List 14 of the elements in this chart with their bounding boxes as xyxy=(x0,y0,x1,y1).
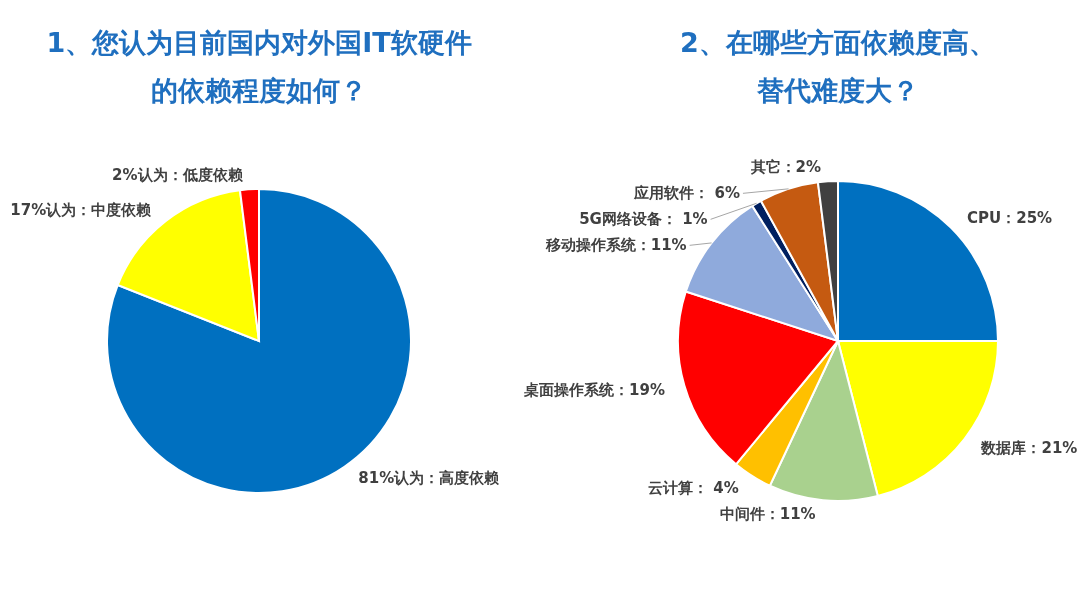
chart-title: 1、您认为目前国内对外国IT软硬件的依赖程度如何？ xyxy=(46,27,472,106)
slice-label: 其它：2% xyxy=(749,158,822,177)
slice-label: 17%认为：中度依赖 xyxy=(10,200,152,219)
slice-label: 2%认为：低度依赖 xyxy=(112,166,243,185)
slice-label: 中间件：11% xyxy=(719,505,816,524)
slice-label: CPU：25% xyxy=(967,208,1053,227)
slice-label: 应用软件： 6% xyxy=(633,184,740,203)
slice-label: 81%认为：高度依赖 xyxy=(358,469,500,488)
chart-title: 2、在哪些方面依赖度高、替代难度大？ xyxy=(680,27,996,106)
slice-label: 云计算： 4% xyxy=(648,478,739,497)
slice-label: 5G网络设备： 1% xyxy=(579,210,708,229)
slice-label: 桌面操作系统：19% xyxy=(523,380,665,399)
slice-label: 数据库：21% xyxy=(980,438,1078,457)
slice-label: 移动操作系统：11% xyxy=(544,236,687,255)
